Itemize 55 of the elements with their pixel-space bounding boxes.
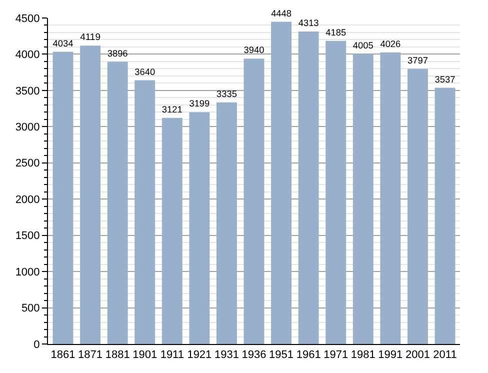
y-tick-label: 3000 [15,122,40,134]
x-tick-label: 1861 [50,349,76,362]
data-label: 3335 [216,88,237,99]
data-label: 4026 [380,38,401,49]
x-tick-label: 1911 [160,349,184,362]
bar [107,62,128,344]
bar [298,32,319,344]
data-label: 3896 [107,48,128,58]
x-tick-label: 1951 [269,349,294,362]
y-tick-label: 3500 [15,85,40,98]
y-tick-label: 2500 [15,158,40,170]
bar [407,68,428,344]
x-tick-label: 1991 [378,349,403,362]
data-label: 4034 [52,38,74,48]
bar [326,40,346,344]
x-tick-label: 2011 [433,349,457,362]
bar [162,118,182,344]
y-tick-label: 4500 [15,12,40,25]
data-label: 4185 [326,27,346,38]
bar [134,80,156,344]
x-tick-label: 1901 [132,349,158,362]
data-label: 4119 [80,32,101,44]
x-tick-label: 1871 [78,349,103,362]
bar [352,54,374,344]
y-tick-label: 2000 [15,194,40,206]
data-label: 3537 [434,74,456,84]
data-label: 3199 [189,98,210,109]
x-tick-label: 1931 [214,349,239,362]
bar [380,52,401,344]
data-label: 4005 [352,40,374,50]
bar [244,58,264,344]
data-label: 3940 [244,45,264,56]
x-tick-label: 1881 [105,349,130,362]
bar [189,112,210,344]
bar [80,46,101,344]
data-label: 3640 [134,66,156,77]
bar [271,22,292,344]
y-tick-label: 1500 [15,230,40,242]
y-tick-label: 0 [34,338,40,351]
data-label: 3797 [407,55,428,66]
x-tick-label: 1936 [242,349,266,362]
data-label: 3121 [162,104,182,114]
x-tick-label: 2001 [405,349,430,362]
bar [434,88,456,344]
x-tick-label: 1961 [296,349,321,362]
y-tick-label: 4000 [15,49,40,62]
x-tick-label: 1981 [350,349,376,362]
bar [52,52,74,344]
y-tick-label: 500 [21,302,40,315]
x-tick-label: 1921 [187,349,212,362]
data-label: 4313 [298,18,319,28]
y-tick-label: 1000 [15,266,40,278]
data-label: 4448 [271,8,292,18]
x-tick-label: 1971 [324,349,348,362]
bar [216,102,237,344]
